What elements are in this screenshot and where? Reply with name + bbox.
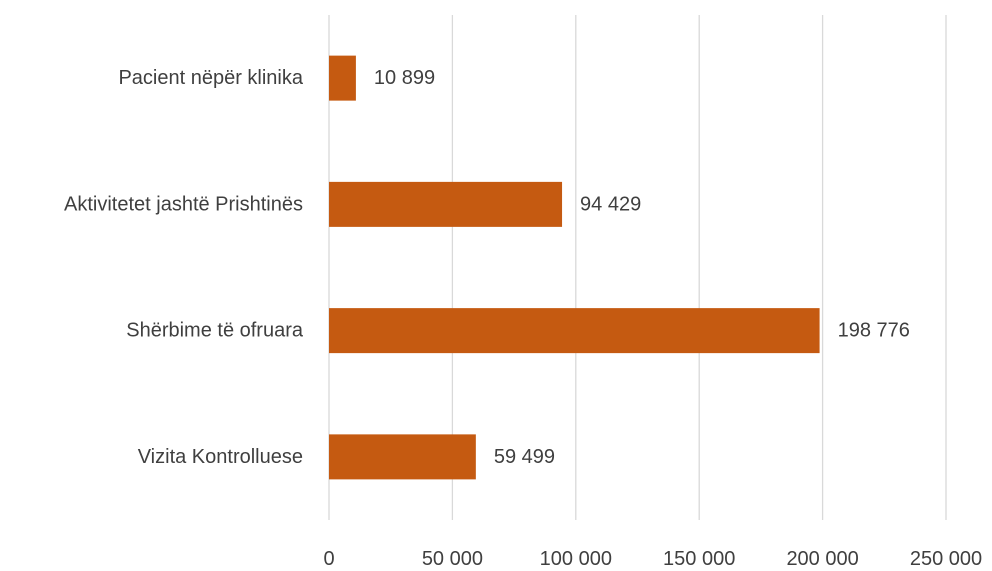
x-tick-label: 200 000 (786, 548, 858, 570)
data-label: 10 899 (374, 67, 435, 89)
category-label: Pacient nëpër klinika (118, 67, 303, 89)
x-tick-label: 50 000 (422, 548, 483, 570)
bar (329, 434, 476, 480)
x-tick-label: 250 000 (910, 548, 982, 570)
x-tick-label: 0 (323, 548, 334, 570)
bar (329, 181, 563, 227)
data-label: 198 776 (838, 320, 910, 342)
category-labels: Pacient nëpër klinika Aktivitetet jashtë … (64, 67, 304, 468)
bar (329, 55, 356, 101)
category-label: Shërbime të ofruara (126, 320, 304, 342)
x-axis-tick-labels: 0 50 000 100 000 150 000 200 000 250 000 (323, 548, 982, 570)
category-label: Vizita Kontrolluese (138, 446, 303, 468)
bars (329, 55, 820, 480)
data-labels: 10 899 94 429 198 776 59 499 (374, 67, 910, 468)
data-label: 59 499 (494, 446, 555, 468)
category-label: Aktivitetet jashtë Prishtinës (64, 193, 303, 215)
bar (329, 308, 820, 354)
data-label: 94 429 (580, 193, 641, 215)
x-tick-label: 100 000 (540, 548, 612, 570)
x-tick-label: 150 000 (663, 548, 735, 570)
